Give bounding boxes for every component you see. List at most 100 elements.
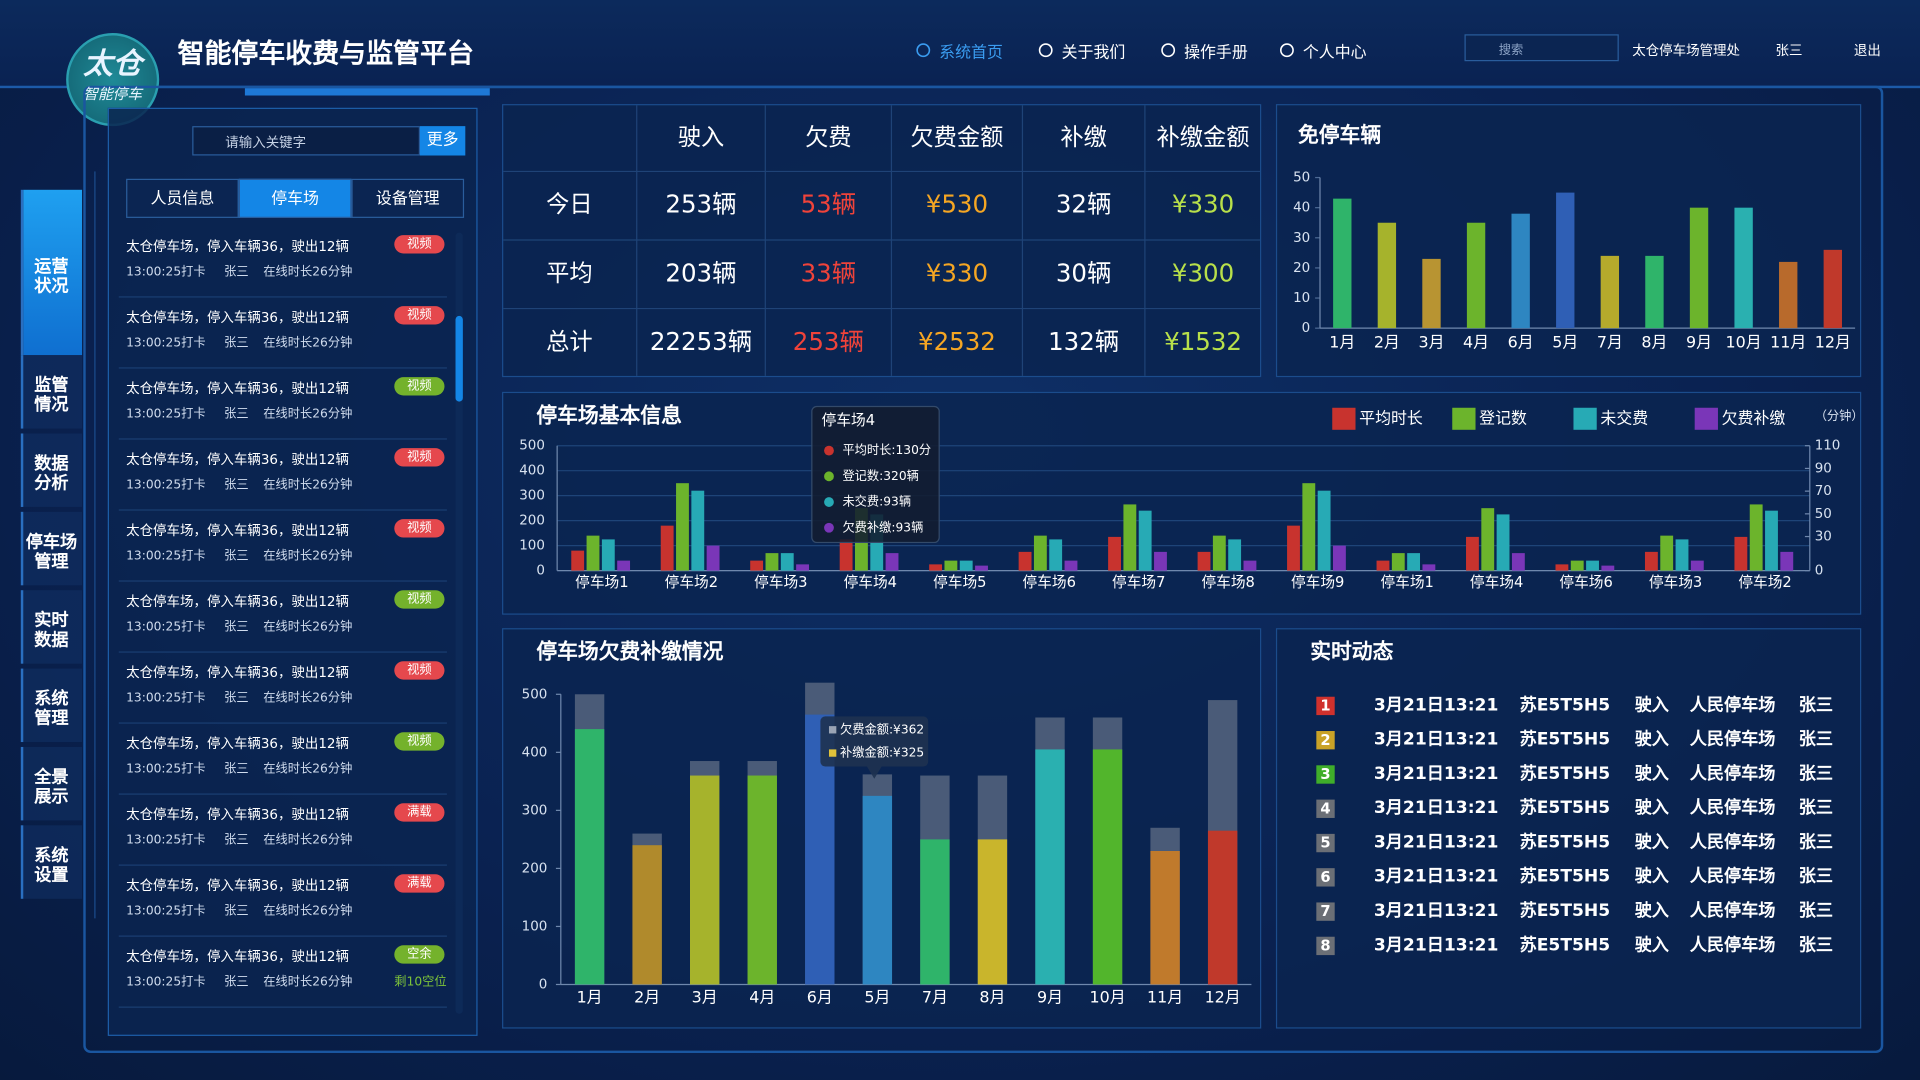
list-item-duration: 在线时长26分钟 — [263, 265, 353, 280]
bar — [1765, 510, 1778, 571]
bar — [676, 483, 689, 571]
menu-item-bg[interactable] — [20, 590, 83, 664]
tag-note: 剩10空位 — [394, 975, 447, 990]
divider — [118, 651, 447, 653]
bar — [765, 553, 779, 571]
tab[interactable]: 设备管理 — [351, 178, 465, 218]
tag: 视频 — [394, 590, 445, 609]
menu-item-bg[interactable] — [20, 433, 83, 507]
nav-item[interactable]: 个人中心 — [1302, 44, 1367, 63]
index-number: 5 — [1320, 835, 1330, 852]
search-input[interactable] — [192, 126, 421, 156]
feed-cell: 人民停车场 — [1690, 729, 1776, 750]
list-item-text: 太仓停车场，停入车辆36，驶出12辆 — [126, 522, 349, 539]
bar — [1064, 560, 1078, 571]
bar — [1422, 564, 1436, 571]
index-badge — [1316, 902, 1335, 921]
feed-cell: 苏E5T5H5 — [1520, 866, 1611, 887]
bar — [1376, 560, 1390, 571]
menu-item-bg[interactable] — [20, 355, 83, 429]
bar — [706, 545, 720, 571]
tick-label: 50 — [1293, 171, 1310, 186]
tooltip-arrow — [866, 766, 882, 779]
scroll-thumb[interactable] — [455, 315, 463, 402]
index-badge — [1316, 868, 1335, 887]
table-cell: ¥2532 — [918, 327, 996, 356]
bar — [1511, 553, 1525, 571]
nav-item[interactable]: 关于我们 — [1061, 44, 1126, 63]
nav-icon — [916, 43, 931, 58]
search-box[interactable] — [1464, 34, 1619, 62]
nav-icon — [1280, 43, 1294, 58]
tick-label: 0 — [539, 977, 548, 992]
bar — [1749, 504, 1763, 571]
bar — [944, 560, 958, 571]
bar — [1035, 749, 1065, 985]
list-item-user: 张三 — [224, 336, 249, 351]
bar — [1108, 536, 1121, 571]
table-cell: 33辆 — [801, 258, 857, 287]
tab[interactable]: 停车场 — [238, 178, 352, 218]
table-cell: 132辆 — [1048, 327, 1119, 356]
menu-item: 情况 — [34, 395, 69, 416]
tick-label: 40 — [1293, 201, 1310, 216]
list-item-duration: 在线时长26分钟 — [263, 620, 353, 635]
menu-item: 管理 — [34, 708, 69, 729]
tab[interactable]: 人员信息 — [126, 178, 239, 218]
tick-label: 200 — [519, 514, 545, 529]
tooltip-item: 登记数:320辆 — [842, 468, 918, 483]
list-item-user: 张三 — [224, 762, 249, 777]
list-item-text: 太仓停车场，停入车辆36，驶出12辆 — [126, 664, 349, 681]
table-cell: 22253辆 — [650, 327, 752, 356]
tick-label: 50 — [1815, 507, 1832, 522]
x-tick-label: 7月 — [922, 987, 948, 1006]
table-cell: 253辆 — [793, 327, 864, 356]
menu-item-bg[interactable] — [20, 189, 83, 356]
tooltip-marker — [824, 522, 834, 533]
user-name: 张三 — [1775, 42, 1803, 59]
bar — [929, 564, 943, 571]
divider — [118, 438, 447, 440]
feed-cell: 张三 — [1799, 901, 1833, 921]
feed-cell: 驶入 — [1635, 900, 1669, 921]
index-badge — [1316, 696, 1335, 716]
divider — [118, 296, 447, 298]
list-item-text: 太仓停车场，停入车辆36，驶出12辆 — [126, 451, 349, 468]
nav-icon — [1161, 43, 1176, 58]
list-item-user: 张三 — [224, 265, 249, 280]
sidebar — [12, 171, 96, 919]
feed-cell: 苏E5T5H5 — [1520, 763, 1611, 784]
bar — [1287, 525, 1300, 571]
search-placeholder: 搜索 — [1498, 44, 1524, 58]
index-badge — [1316, 833, 1335, 853]
nav-item[interactable]: 操作手册 — [1184, 44, 1248, 63]
list-item-text: 太仓停车场，停入车辆36，驶出12辆 — [126, 309, 349, 326]
tag: 视频 — [394, 661, 445, 680]
tag: 视频 — [394, 377, 445, 396]
menu-item-bg[interactable] — [20, 825, 83, 899]
bar — [1779, 261, 1798, 329]
list-item-time: 13:00:25打卡 — [126, 265, 206, 280]
search-placeholder: 请输入关键字 — [225, 134, 307, 151]
nav-item[interactable]: 系统首页 — [939, 44, 1003, 63]
bar — [1018, 551, 1032, 571]
x-tick-label: 5月 — [864, 987, 890, 1006]
tick-label: 0 — [1815, 564, 1824, 579]
bar — [1207, 830, 1238, 985]
chart-title: 停车场欠费补缴情况 — [536, 640, 723, 664]
bar — [796, 564, 809, 571]
list-item-user: 张三 — [224, 904, 249, 919]
tooltip-title: 停车场4 — [822, 412, 875, 429]
search-button[interactable]: 更多 — [420, 126, 466, 156]
x-tick-label: 3月 — [692, 987, 718, 1006]
bar — [780, 553, 794, 571]
menu-item-bg[interactable] — [20, 746, 83, 821]
list-item-duration: 在线时长26分钟 — [263, 407, 353, 422]
tick-label: 90 — [1815, 461, 1832, 476]
menu-item-bg[interactable] — [20, 511, 83, 586]
feed-panel — [1275, 628, 1862, 1029]
logo-text: 太仓 — [83, 45, 143, 81]
x-tick-label: 7月 — [1597, 332, 1623, 351]
logout[interactable]: 退出 — [1853, 42, 1881, 59]
menu-item-bg[interactable] — [20, 668, 83, 743]
